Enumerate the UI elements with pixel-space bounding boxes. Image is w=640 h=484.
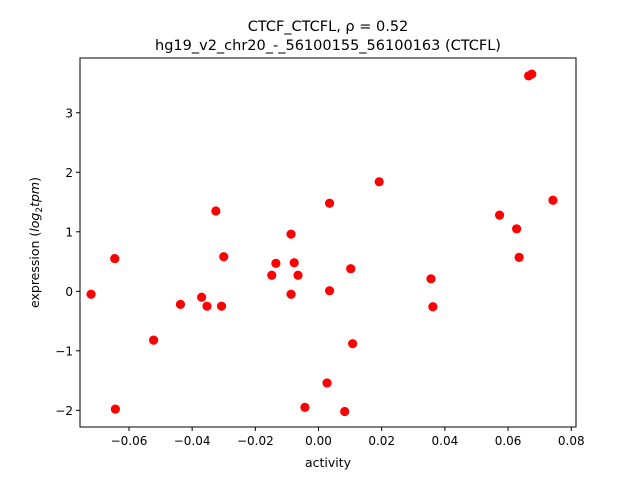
data-point — [514, 252, 524, 262]
data-point — [289, 258, 299, 268]
data-point — [271, 258, 281, 268]
data-point — [110, 253, 120, 264]
data-point — [374, 177, 384, 187]
x-tick-label: 0.06 — [495, 434, 522, 448]
x-axis-label: activity — [305, 455, 352, 470]
x-tick-label: 0.04 — [432, 434, 459, 448]
data-point — [211, 206, 221, 216]
y-tick-label: 3 — [65, 106, 73, 120]
y-axis-label: expression (log2tpm) — [27, 177, 45, 308]
data-point — [216, 301, 227, 311]
x-tick-label: 0.00 — [305, 434, 332, 448]
data-point — [322, 378, 332, 388]
data-point — [267, 270, 277, 280]
data-point — [428, 302, 438, 312]
y-tick-label: −1 — [55, 344, 73, 358]
plot-area-frame — [79, 57, 577, 428]
data-point — [149, 335, 159, 345]
data-point — [426, 274, 436, 284]
x-axis-ticks: −0.06 −0.04 −0.02 0.00 0.02 0.04 0.06 0.08 — [111, 427, 585, 448]
x-tick-label: −0.02 — [237, 434, 274, 448]
data-point — [494, 210, 505, 220]
data-point — [86, 289, 96, 299]
y-tick-label: 1 — [65, 225, 73, 239]
x-tick-label: 0.08 — [558, 434, 585, 448]
x-tick-label: −0.06 — [111, 434, 148, 448]
data-point — [300, 402, 310, 412]
y-tick-label: 0 — [65, 285, 73, 299]
data-point — [346, 264, 356, 274]
data-point — [512, 224, 522, 234]
x-tick-label: 0.02 — [368, 434, 395, 448]
data-point — [175, 299, 186, 309]
y-tick-label: −2 — [55, 404, 73, 418]
data-point — [286, 229, 296, 239]
chart-title-line1: CTCF_CTCFL, ρ = 0.52 — [248, 19, 409, 35]
y-axis-ticks: −2 −1 0 1 2 3 — [55, 106, 80, 418]
data-points — [86, 69, 558, 417]
y-tick-label: 2 — [65, 166, 73, 180]
data-point — [202, 301, 212, 311]
chart-title-line2: hg19_v2_chr20_-_56100155_56100163 (CTCFL… — [155, 38, 501, 54]
data-point — [293, 270, 303, 280]
data-point — [527, 69, 537, 79]
data-point — [348, 339, 358, 349]
data-point — [340, 406, 350, 417]
x-tick-label: −0.04 — [174, 434, 211, 448]
data-point — [548, 195, 558, 205]
data-point — [219, 252, 229, 262]
data-point — [286, 289, 296, 299]
data-point — [324, 286, 335, 296]
data-point — [110, 404, 120, 414]
data-point — [197, 292, 207, 302]
data-point — [324, 198, 335, 208]
